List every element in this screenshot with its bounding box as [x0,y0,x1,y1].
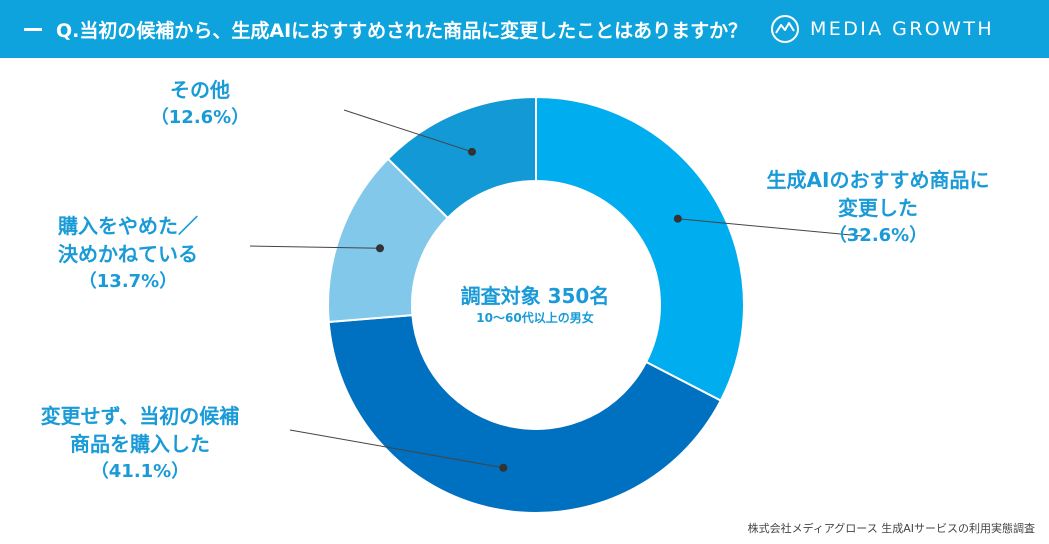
leader-dot [499,463,508,472]
segment-label-changed: 生成AIのおすすめ商品に 変更した （32.6%） [728,166,1028,250]
brand-name: MEDIA GROWTH [810,18,995,40]
segment-label-other: その他 （12.6%） [130,76,270,132]
segment-label-line1: 変更せず、当初の候補 [40,404,240,428]
leader-line [677,218,863,237]
brand: MEDIA GROWTH [770,14,994,44]
slice-other [386,95,537,220]
leader-dot [467,147,476,156]
leader-line [343,109,473,153]
segment-percent: （13.7%） [78,271,178,292]
segment-percent: （32.6%） [828,225,928,246]
leader-dot [673,214,682,223]
segment-label-line1: 生成AIのおすすめ商品に [766,168,990,192]
segment-label-line1: その他 [170,78,230,102]
mountain-circle-logo-icon [771,15,799,43]
segment-label-line1: 購入をやめた／ [58,214,198,238]
segment-percent: （12.6%） [150,107,250,128]
segment-percent: （41.1%） [90,461,190,482]
leader-line [249,245,380,249]
segment-label-line2: 変更した [838,196,918,220]
survey-question: Q.当初の候補から、生成AIにおすすめされた商品に変更したことはありますか？ [56,20,748,42]
segment-label-line2: 決めかねている [58,242,198,266]
dash-icon [24,28,42,31]
leader-dot [375,244,384,253]
segment-label-stopped: 購入をやめた／ 決めかねている （13.7%） [18,212,238,296]
source-note: 株式会社メディアグロース 生成AIサービスの利用実態調査 [747,522,1035,535]
leader-line [289,429,504,469]
segment-label-line2: 商品を購入した [70,432,210,456]
segment-label-not-changed: 変更せず、当初の候補 商品を購入した （41.1%） [10,402,270,486]
slice-changed [535,95,745,402]
slice-not-changed [327,314,723,514]
center-title: 調査対象 350名 [460,284,610,308]
center-subtitle: 10〜60代以上の男女 [476,311,594,325]
header-banner: Q.当初の候補から、生成AIにおすすめされた商品に変更したことはありますか？ M… [0,0,1049,58]
